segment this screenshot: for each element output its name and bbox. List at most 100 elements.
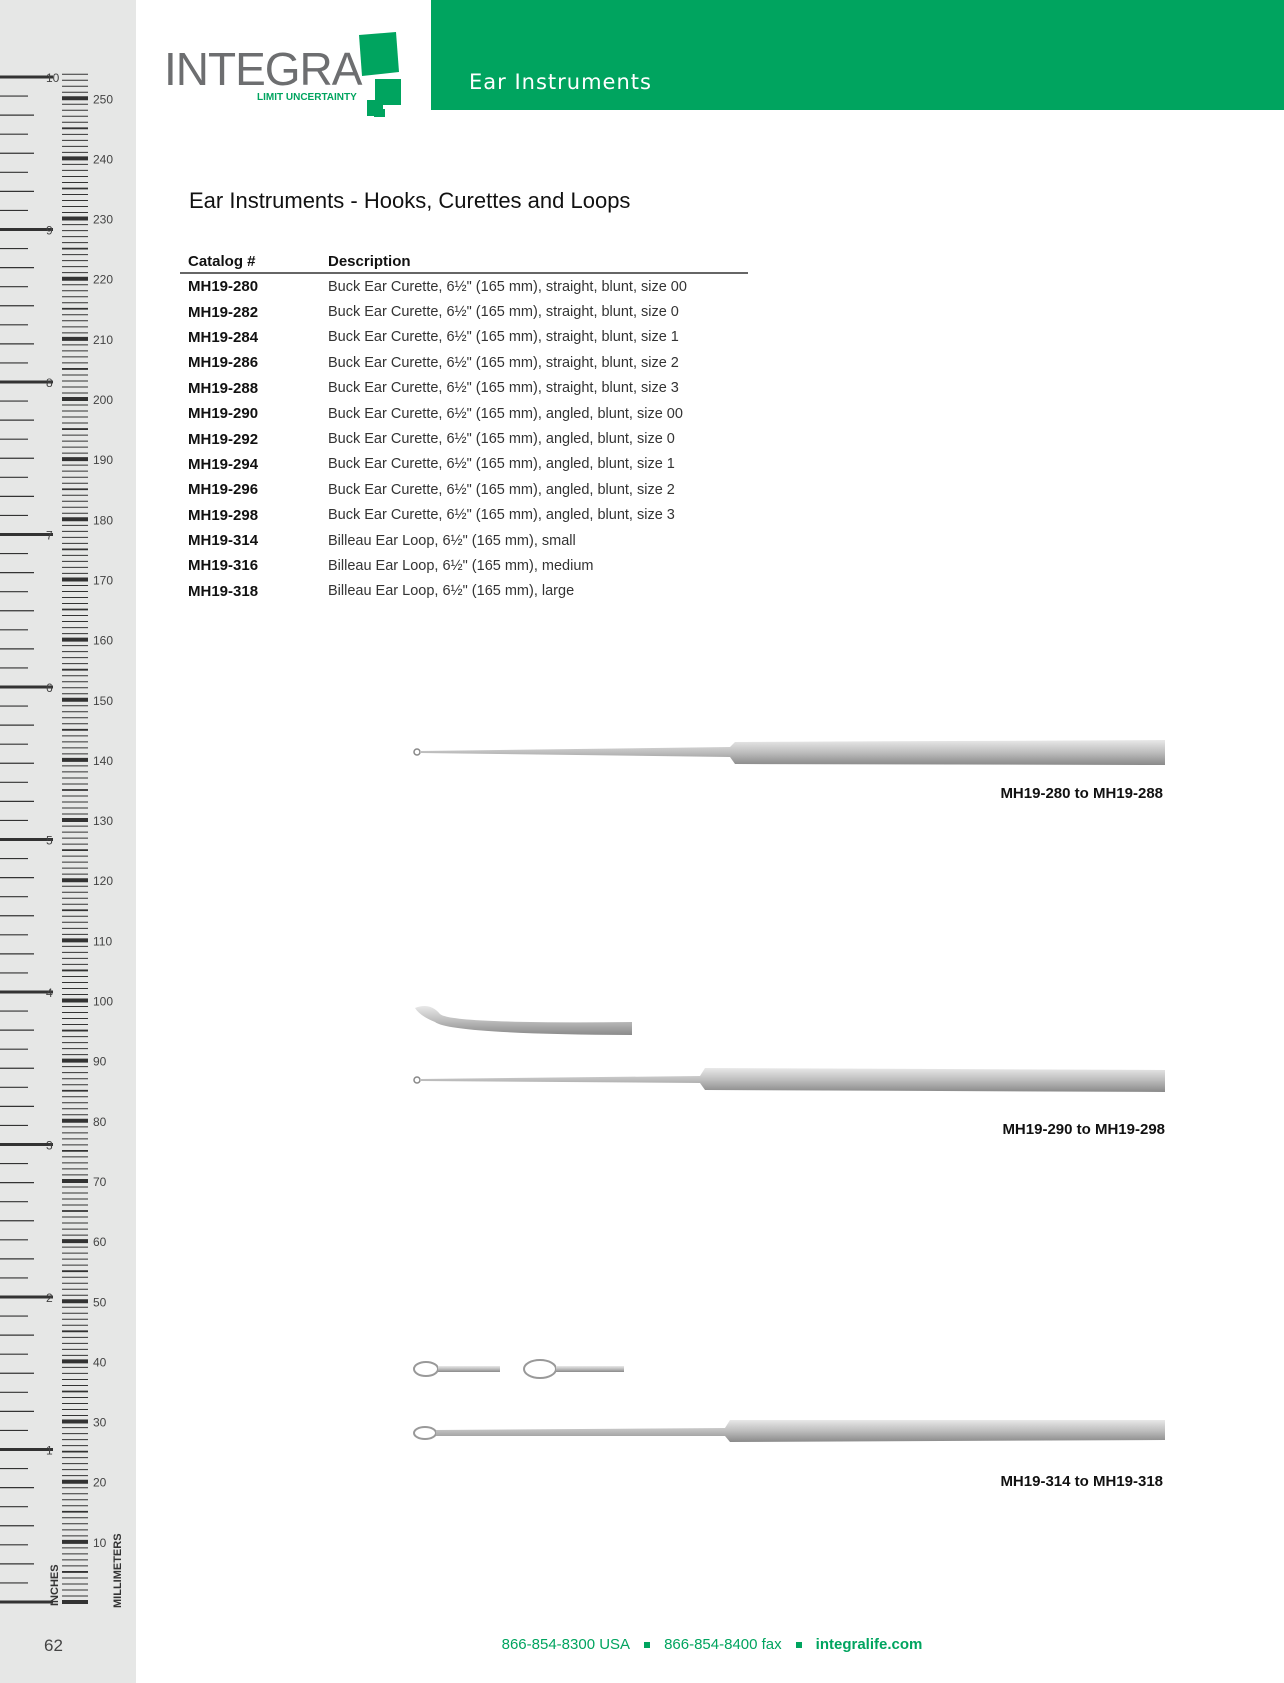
table-row: MH19-282 Buck Ear Curette, 6½" (165 mm), … xyxy=(180,299,748,324)
footer-phone: 866-854-8300 USA xyxy=(501,1636,631,1653)
table-row: MH19-280 Buck Ear Curette, 6½" (165 mm), … xyxy=(180,274,748,299)
catalog-number: MH19-316 xyxy=(188,557,259,575)
mm-label: 90 xyxy=(93,1055,107,1069)
catalog-number: MH19-288 xyxy=(188,379,259,397)
mm-label: 40 xyxy=(93,1355,107,1369)
footer-contact: 866-854-8300 USA 866-854-8400 fax integral… xyxy=(0,1636,1284,1653)
description: Buck Ear Curette, 6½" (165 mm), angled, … xyxy=(328,431,675,448)
page-number: 62 xyxy=(44,1636,63,1655)
inch-label: 1 xyxy=(46,1444,53,1458)
mm-label: 140 xyxy=(93,754,113,768)
inch-label: 7 xyxy=(46,529,53,543)
inch-label: 6 xyxy=(46,681,53,695)
catalog-number: MH19-314 xyxy=(188,532,259,550)
integra-logo: INTEGRA LIMIT UNCERTAINTY xyxy=(160,22,410,117)
page-title: Ear Instruments - Hooks, Curettes and Lo… xyxy=(189,188,631,213)
instrument-image-angled-curette xyxy=(413,1068,1165,1092)
catalog-number: MH19-286 xyxy=(188,354,259,372)
ruler: 1 2 3 4 5 6 7 8 9 10 10 20 30 40 50 60 70 80 90 100 110 120 13… xyxy=(0,0,136,1683)
description: Billeau Ear Loop, 6½" (165 mm), medium xyxy=(328,557,594,574)
table-row: MH19-292 Buck Ear Curette, 6½" (165 mm), … xyxy=(180,426,748,451)
mm-label: 100 xyxy=(93,995,113,1009)
mm-label: 70 xyxy=(93,1175,107,1189)
mm-label: 60 xyxy=(93,1235,107,1249)
mm-label: 150 xyxy=(93,694,113,708)
mm-label: 250 xyxy=(93,92,113,106)
logo-wordmark: INTEGRA xyxy=(164,43,362,95)
mm-label: 170 xyxy=(93,573,113,587)
description: Buck Ear Curette, 6½" (165 mm), angled, … xyxy=(328,481,675,498)
inch-label: 2 xyxy=(46,1291,53,1305)
catalog-number: MH19-284 xyxy=(188,328,259,346)
table-row: MH19-314 Billeau Ear Loop, 6½" (165 mm), … xyxy=(180,528,748,553)
logo-squares xyxy=(359,32,401,117)
table-row: MH19-316 Billeau Ear Loop, 6½" (165 mm), … xyxy=(180,553,748,578)
catalog-number: MH19-296 xyxy=(188,481,259,499)
mm-label: 20 xyxy=(93,1476,107,1490)
description: Buck Ear Curette, 6½" (165 mm), straight… xyxy=(328,329,679,346)
table-row: MH19-298 Buck Ear Curette, 6½" (165 mm), … xyxy=(180,503,748,528)
catalog-number: MH19-292 xyxy=(188,430,259,448)
inch-label: 8 xyxy=(46,376,53,390)
mm-label: 160 xyxy=(93,634,113,648)
footer-fax: 866-854-8400 fax xyxy=(664,1636,782,1653)
description: Billeau Ear Loop, 6½" (165 mm), large xyxy=(328,583,575,600)
instrument-image-ear-loop xyxy=(413,1420,1165,1442)
catalog-number: MH19-294 xyxy=(188,455,259,473)
table-row: MH19-294 Buck Ear Curette, 6½" (165 mm), … xyxy=(180,452,748,477)
caption-angled: MH19-290 to MH19-298 xyxy=(1002,1121,1165,1138)
mm-label: 210 xyxy=(93,333,113,347)
mm-label: 130 xyxy=(93,814,113,828)
table-row: MH19-290 Buck Ear Curette, 6½" (165 mm), … xyxy=(180,401,748,426)
inch-label: 10 xyxy=(46,71,60,85)
mm-label: 200 xyxy=(93,393,113,407)
mm-label: 240 xyxy=(93,152,113,166)
footer-website-link[interactable]: integralife.com xyxy=(815,1636,923,1653)
instrument-detail-angled-tip xyxy=(415,1006,632,1035)
caption-loop: MH19-314 to MH19-318 xyxy=(1000,1473,1163,1490)
instrument-image-straight-curette xyxy=(413,740,1165,765)
catalog-number: MH19-298 xyxy=(188,506,259,524)
inch-label: 5 xyxy=(46,834,53,848)
description: Buck Ear Curette, 6½" (165 mm), straight… xyxy=(328,380,679,397)
caption-straight: MH19-280 to MH19-288 xyxy=(1000,785,1163,802)
catalog-number: MH19-290 xyxy=(188,405,259,423)
mm-label: 230 xyxy=(93,213,113,227)
catalog-number: MH19-280 xyxy=(188,278,259,296)
mm-label: 110 xyxy=(93,934,112,948)
table-row: MH19-296 Buck Ear Curette, 6½" (165 mm), … xyxy=(180,477,748,502)
description: Buck Ear Curette, 6½" (165 mm), angled, … xyxy=(328,405,683,422)
inches-label: INCHES xyxy=(49,1564,61,1606)
mm-label: 220 xyxy=(93,273,113,287)
mm-label: 10 xyxy=(93,1536,107,1550)
mm-label: 190 xyxy=(93,453,113,467)
catalog-table: Catalog # Description MH19-280 Buck Ear C… xyxy=(180,251,748,604)
table-row: MH19-288 Buck Ear Curette, 6½" (165 mm), … xyxy=(180,376,748,401)
instrument-detail-loop-tips xyxy=(413,1359,624,1379)
bullet-icon xyxy=(644,1642,651,1649)
col-catalog: Catalog # xyxy=(188,253,256,270)
bullet-icon xyxy=(795,1642,802,1649)
millimeters-label: MILLIMETERS xyxy=(112,1533,124,1608)
mm-label: 80 xyxy=(93,1115,107,1129)
col-description: Description xyxy=(328,253,411,270)
table-row: MH19-286 Buck Ear Curette, 6½" (165 mm), … xyxy=(180,350,748,375)
inch-label: 4 xyxy=(46,986,53,1000)
description: Buck Ear Curette, 6½" (165 mm), straight… xyxy=(328,304,679,321)
description: Buck Ear Curette, 6½" (165 mm), angled, … xyxy=(328,456,675,473)
section-header-banner: Ear Instruments xyxy=(431,0,1284,110)
inch-label: 3 xyxy=(46,1139,53,1153)
mm-label: 120 xyxy=(93,874,113,888)
table-header: Catalog # Description xyxy=(180,251,748,274)
table-row: MH19-318 Billeau Ear Loop, 6½" (165 mm), … xyxy=(180,579,748,604)
catalog-number: MH19-282 xyxy=(188,303,259,321)
mm-label: 30 xyxy=(93,1416,107,1430)
description: Billeau Ear Loop, 6½" (165 mm), small xyxy=(328,532,576,549)
table-row: MH19-284 Buck Ear Curette, 6½" (165 mm), … xyxy=(180,325,748,350)
mm-label: 180 xyxy=(93,513,113,527)
description: Buck Ear Curette, 6½" (165 mm), straight… xyxy=(328,278,687,295)
section-title: Ear Instruments xyxy=(469,70,652,94)
mm-label: 50 xyxy=(93,1295,107,1309)
description: Buck Ear Curette, 6½" (165 mm), angled, … xyxy=(328,507,675,524)
inch-label: 9 xyxy=(46,224,53,238)
